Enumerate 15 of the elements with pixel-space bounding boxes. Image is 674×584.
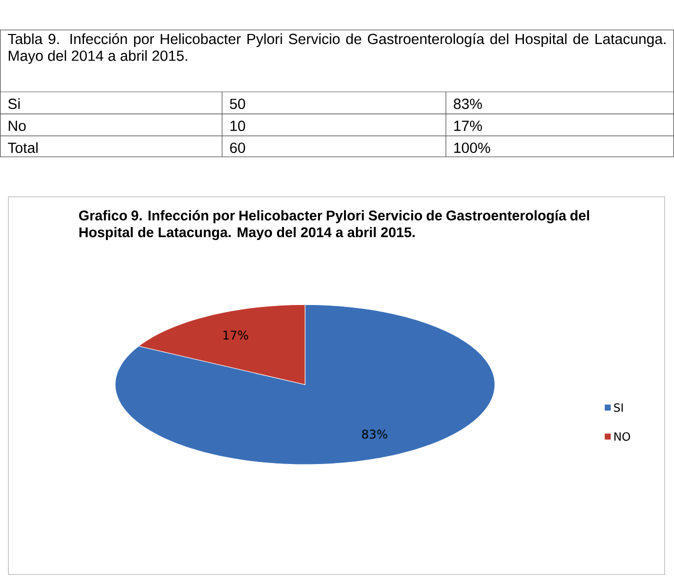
text: 50: [230, 98, 246, 109]
text: Total: [8, 142, 38, 153]
text: 60: [230, 142, 246, 153]
text: Tabla 9. Infección por Helicobacter Pylori Servicio de Gastroenterología del Hospital de Latacunga. Mayo del 2014 a abril 2015.: [8, 33, 666, 64]
legend-label: SI: [614, 403, 623, 412]
text: No: [8, 120, 26, 131]
text: 17%: [454, 120, 482, 131]
data-label: 17%: [223, 330, 248, 340]
text: Si: [8, 98, 20, 109]
legend-label: NO: [614, 432, 630, 441]
data-label: 83%: [362, 429, 388, 438]
text: 100%: [454, 142, 490, 153]
text: 10: [230, 120, 246, 131]
chart-title: Grafico 9. Infección por Helicobacter Pylori Servicio de Gastroenterología del Hospital de Latacunga. Mayo del 2014 a abril 2015.: [79, 210, 590, 240]
text: 83%: [454, 98, 482, 109]
